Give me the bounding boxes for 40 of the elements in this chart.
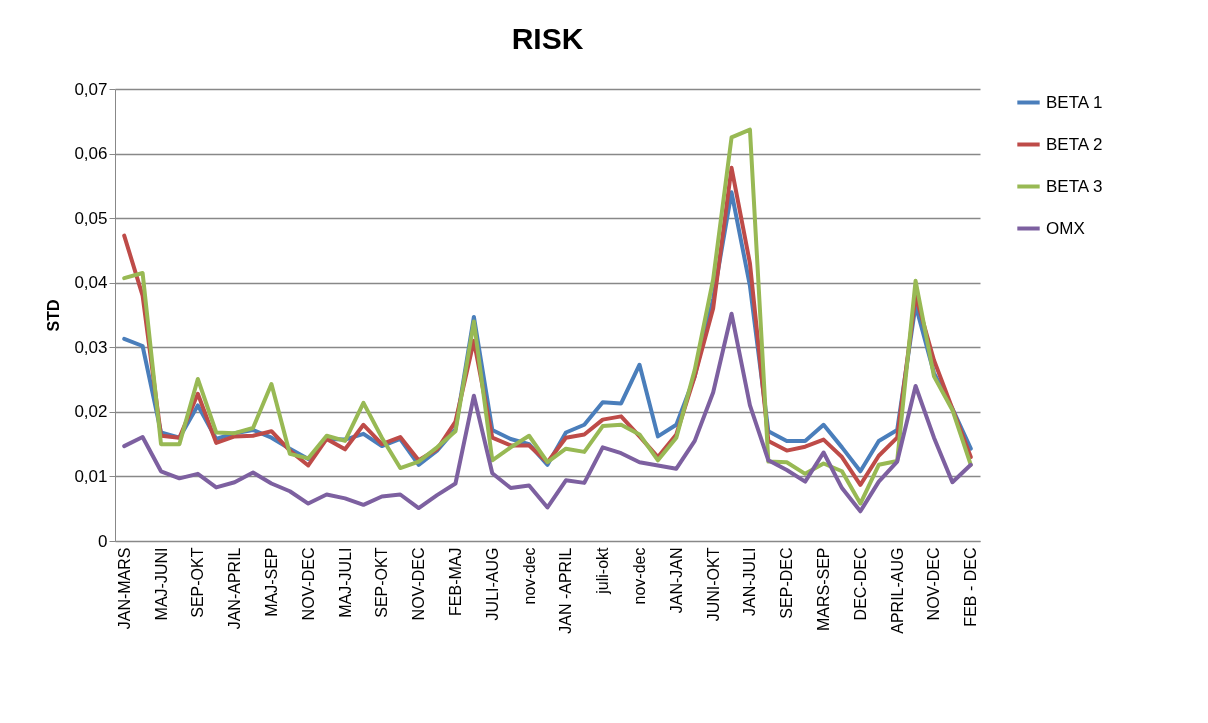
y-tick-label: 0,07 [74, 79, 108, 99]
y-tick-label: 0,06 [74, 144, 108, 164]
y-tick-label: 0,03 [74, 337, 108, 357]
x-tick-label: juli-okt [594, 546, 612, 595]
x-tick-label: SEP-OKT [189, 547, 207, 618]
x-tick-label: MARS-SEP [815, 547, 833, 632]
x-tick-label: FEB-MAJ [446, 547, 464, 616]
x-tick-label: JAN-JAN [667, 547, 685, 614]
legend-label: OMX [1046, 218, 1085, 238]
y-axis-title: STD [45, 299, 63, 332]
x-tick-label: nov-dec [631, 547, 649, 605]
legend-label: BETA 3 [1046, 176, 1103, 196]
x-tick-label: DEC-DEC [851, 547, 869, 621]
x-tick-label: FEB - DEC [962, 547, 980, 627]
x-tick-label: SEP-OKT [373, 547, 391, 618]
y-tick-label: 0,05 [74, 208, 108, 228]
x-tick-label: JAN-JULI [741, 547, 759, 616]
x-tick-label: MAJ-JULI [336, 547, 354, 618]
x-tick-label: NOV-DEC [410, 547, 428, 621]
y-tick-label: 0,04 [74, 273, 108, 293]
line-series [122, 127, 973, 506]
x-tick-label: nov-dec [520, 547, 538, 605]
legend-label: BETA 1 [1046, 92, 1103, 112]
x-tick-label: SEP-DEC [778, 547, 796, 619]
y-tick-label: 0 [98, 531, 108, 551]
x-tick-label: APRIL-AUG [888, 547, 906, 634]
x-tick-label: JAN -APRIL [557, 547, 575, 634]
chart-title: RISK [511, 22, 584, 55]
x-tick-label: MAJ-JUNI [152, 547, 170, 621]
x-tick-label: JAN-MARS [115, 547, 133, 630]
y-tick-label: 0,02 [74, 402, 108, 422]
x-tick-label: NOV-DEC [299, 547, 317, 621]
x-tick-label: NOV-DEC [925, 547, 943, 621]
line-series [122, 311, 973, 514]
x-tick-label: JUNI-OKT [704, 547, 722, 622]
legend-label: BETA 2 [1046, 134, 1103, 154]
x-tick-label: JULI-AUG [483, 547, 501, 621]
x-tick-label: MAJ-SEP [262, 547, 280, 617]
x-tick-label: JAN-APRIL [226, 547, 244, 630]
y-tick-label: 0,01 [74, 466, 108, 486]
